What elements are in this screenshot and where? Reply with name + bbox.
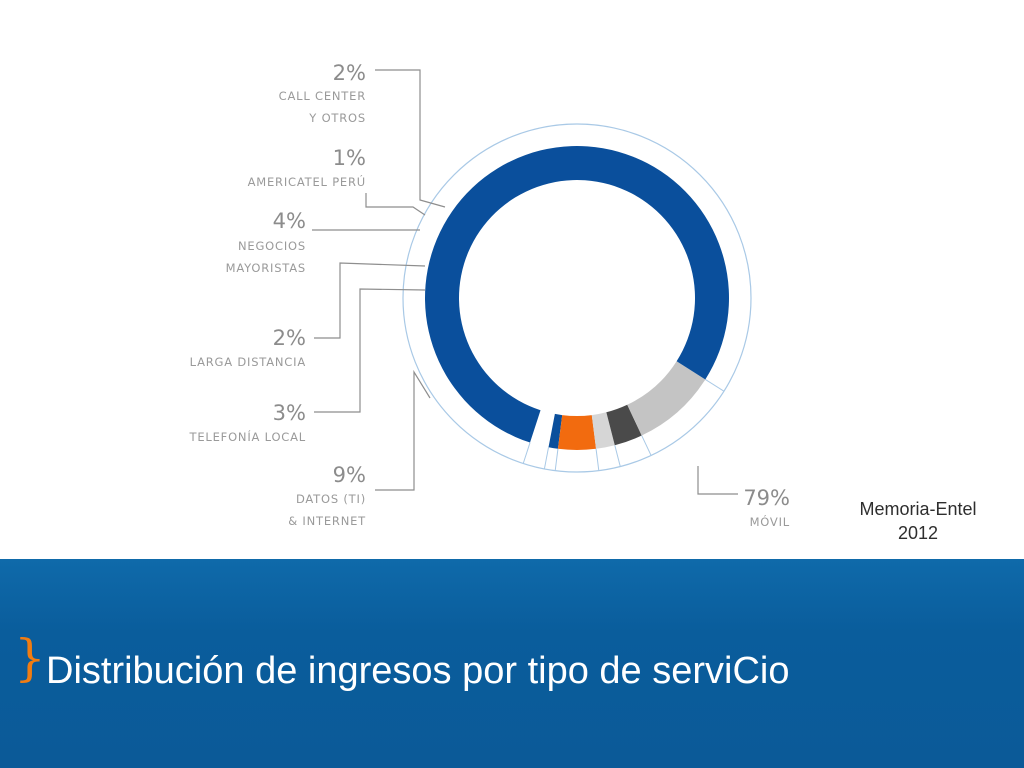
leader-line-1: [365, 193, 426, 216]
slice-label-3-0: LARGA DISTANCIA: [190, 355, 306, 369]
slice-percent-5: 9%: [333, 463, 366, 487]
slice-label-2-1: MAYORISTAS: [226, 261, 306, 275]
slice-percent-0: 2%: [333, 61, 366, 85]
divider-tick-6: [705, 379, 725, 392]
slice-label-0-1: Y OTROS: [308, 111, 366, 125]
slice-label-0-0: CALL CENTER: [279, 89, 366, 103]
divider-tick-3: [595, 448, 600, 471]
slice-5: [627, 361, 706, 436]
page-title: Distribución de ingresos por tipo de ser…: [46, 650, 790, 692]
divider-tick-1: [543, 447, 550, 470]
slice-label-5-0: DATOS (TI): [296, 492, 366, 506]
slice-percent-2: 4%: [273, 209, 306, 233]
divider-tick-5: [641, 435, 652, 456]
source-line-2: 2012: [897, 523, 939, 543]
leader-line-0: [375, 69, 446, 208]
leader-line-3: [314, 262, 426, 339]
leader-line-5: [375, 369, 431, 491]
slice-label-1-0: AMERICATEL PERÚ: [248, 174, 366, 189]
leader-line-6: [697, 466, 738, 495]
divider-tick-0: [522, 442, 531, 464]
slice-4: [606, 404, 642, 446]
source-note: Memoria-Entel 2012: [826, 497, 1010, 545]
slice-label-4-0: TELEFONÍA LOCAL: [189, 429, 307, 444]
slice-label-2-0: NEGOCIOS: [238, 239, 306, 253]
slice-percent-1: 1%: [333, 146, 366, 170]
brace-decoration: }: [14, 629, 46, 687]
leader-line-4: [314, 288, 426, 413]
divider-tick-2: [554, 448, 559, 471]
slice-label-6-0: MÓVIL: [750, 514, 790, 529]
slice-0: [530, 410, 555, 448]
slice-label-5-1: & INTERNET: [288, 514, 366, 528]
slice-percent-6: 79%: [743, 486, 790, 510]
slice-percent-3: 2%: [273, 326, 306, 350]
slice-3: [591, 412, 615, 449]
slice-2: [557, 415, 597, 450]
outer-ring-outline: [402, 123, 752, 473]
source-line-1: Memoria-Entel: [859, 499, 977, 519]
slice-1: [548, 413, 563, 449]
donut-chart: 2% CALL CENTER Y OTROS 1% AMERICATEL PERÚ 4% N…: [189, 61, 791, 529]
divider-tick-4: [614, 445, 621, 467]
title-banner: [0, 559, 1024, 768]
slice-percent-4: 3%: [273, 401, 306, 425]
